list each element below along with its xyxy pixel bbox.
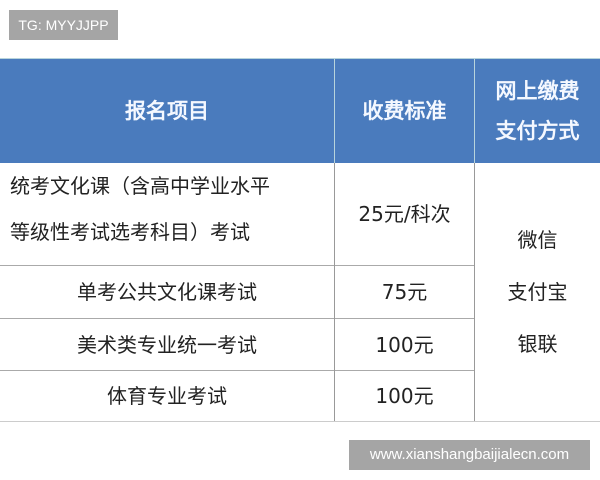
row-fee: 100元	[375, 384, 434, 408]
header-payment: 网上缴费 支付方式	[475, 58, 600, 163]
row-item: 单考公共文化课考试	[77, 280, 257, 304]
row-item-line2: 等级性考试选考科目）考试	[10, 220, 250, 244]
row-item: 美术类专业统一考试	[77, 332, 257, 357]
row-fee: 75元	[381, 280, 428, 304]
header-payment-line2: 支付方式	[495, 118, 580, 143]
row-item: 体育专业考试	[107, 384, 227, 408]
payment-methods: 微信 支付宝 银联	[475, 163, 600, 421]
watermark: www.xianshangbaijialecn.com	[349, 440, 590, 470]
header-fee: 收费标准	[335, 58, 474, 163]
header-item: 报名项目	[0, 58, 334, 163]
row-fee: 25元/科次	[358, 202, 451, 226]
payment-unionpay: 银联	[517, 332, 558, 356]
tg-label: TG: MYYJJPP	[9, 10, 118, 40]
row-fee: 100元	[375, 332, 434, 357]
header-payment-line1: 网上缴费	[495, 78, 580, 103]
payment-wechat: 微信	[517, 228, 558, 252]
table-row-item: 统考文化课（含高中学业水平 等级性考试选考科目）考试	[0, 163, 334, 265]
payment-alipay: 支付宝	[507, 280, 568, 304]
row-item-line1: 统考文化课（含高中学业水平	[10, 174, 270, 198]
